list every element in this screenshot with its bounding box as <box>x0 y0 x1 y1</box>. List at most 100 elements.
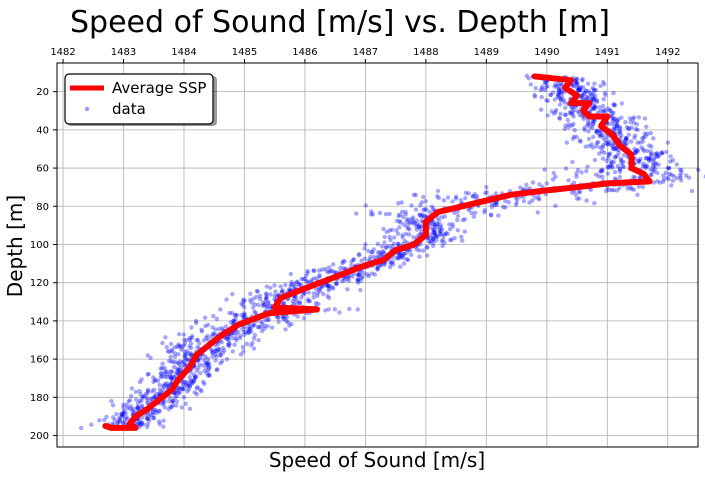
data-point <box>334 281 339 286</box>
data-point <box>259 328 265 334</box>
data-point <box>558 98 564 103</box>
data-point <box>621 153 627 158</box>
data-point <box>674 176 679 181</box>
data-point <box>632 146 637 152</box>
data-point <box>224 357 230 362</box>
data-point <box>383 212 389 217</box>
data-point <box>196 365 201 371</box>
data-point <box>591 106 596 111</box>
data-point <box>351 257 356 262</box>
data-point <box>227 341 232 347</box>
data-point <box>200 363 205 368</box>
data-point <box>169 405 174 410</box>
data-point <box>217 349 222 355</box>
data-point <box>584 198 589 203</box>
legend-data-swatch <box>84 106 90 112</box>
data-point <box>145 388 150 394</box>
data-point <box>187 344 192 349</box>
data-point <box>360 274 365 280</box>
data-point <box>471 194 476 199</box>
data-point <box>176 352 181 357</box>
data-point <box>316 301 321 307</box>
data-point <box>593 172 599 177</box>
data-point <box>418 203 423 208</box>
data-point <box>661 177 667 182</box>
data-point <box>213 358 218 363</box>
data-point <box>331 270 337 275</box>
data-point <box>321 291 326 297</box>
data-point <box>201 379 206 385</box>
data-point <box>592 104 597 109</box>
data-point <box>157 382 162 388</box>
data-point <box>184 338 189 343</box>
data-point <box>580 78 585 83</box>
data-point <box>430 236 435 242</box>
data-point <box>544 98 549 103</box>
data-point <box>561 97 566 103</box>
data-point <box>645 131 650 137</box>
data-point <box>437 227 442 232</box>
data-point <box>617 185 622 191</box>
data-point <box>301 276 306 282</box>
data-point <box>145 416 150 421</box>
data-point <box>197 357 202 362</box>
data-point <box>610 118 615 123</box>
data-point <box>606 187 612 193</box>
data-point <box>469 210 474 216</box>
data-point <box>500 204 506 210</box>
data-point <box>181 359 187 364</box>
data-point <box>206 368 211 373</box>
data-point <box>548 92 553 98</box>
data-point <box>609 163 615 169</box>
data-point <box>654 151 659 156</box>
data-point <box>663 170 669 175</box>
data-point <box>471 214 476 219</box>
data-point <box>206 362 212 367</box>
x-tick-label: 1485 <box>232 47 257 58</box>
data-point <box>145 424 150 430</box>
data-point <box>265 317 270 323</box>
data-point <box>417 224 422 230</box>
data-point <box>311 268 316 273</box>
data-point <box>679 178 684 183</box>
data-point <box>241 314 246 320</box>
data-point <box>431 206 436 212</box>
data-point <box>225 342 231 348</box>
data-point <box>574 85 580 91</box>
data-point <box>488 212 494 217</box>
data-point <box>180 360 185 365</box>
data-point <box>264 305 269 310</box>
data-point <box>624 141 629 146</box>
data-point <box>266 299 271 304</box>
data-point <box>136 418 142 423</box>
data-point <box>621 159 626 165</box>
data-point <box>576 88 581 93</box>
y-tick-label: 180 <box>30 393 49 404</box>
data-point <box>679 168 684 173</box>
data-point <box>438 231 443 236</box>
data-point <box>613 126 619 132</box>
data-point <box>209 334 214 339</box>
data-point <box>363 242 368 247</box>
data-point <box>159 371 164 377</box>
data-point <box>526 76 531 81</box>
data-point <box>603 141 608 146</box>
data-point <box>602 150 607 155</box>
data-point <box>152 395 157 400</box>
data-point <box>164 344 169 350</box>
data-point <box>635 147 640 153</box>
data-point <box>134 405 140 410</box>
y-axis-label: Depth [m] <box>3 195 27 297</box>
data-point <box>617 129 623 135</box>
data-point <box>641 148 647 154</box>
data-point <box>182 380 187 385</box>
data-point <box>602 107 607 113</box>
data-point <box>577 138 583 143</box>
data-point <box>382 262 387 267</box>
data-point <box>559 94 565 99</box>
data-point <box>145 390 150 396</box>
data-point <box>226 343 232 349</box>
data-point <box>305 297 311 302</box>
data-point <box>576 87 581 93</box>
data-point <box>439 239 444 244</box>
